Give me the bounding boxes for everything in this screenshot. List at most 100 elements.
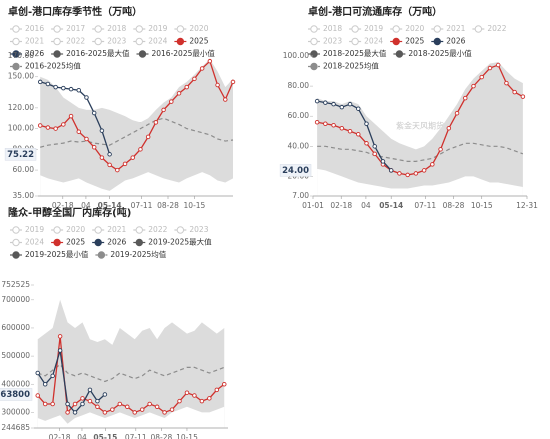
point [454,110,460,116]
legend-marker [53,37,61,46]
point [139,407,145,412]
point [68,113,74,119]
x-tick-label: 10-15 [471,201,493,210]
point [45,81,51,87]
y-tick-label: 120.00 [8,103,34,112]
max-band [317,62,523,196]
point [50,401,55,407]
max-band [37,299,225,428]
legend-label: 2019-2025最小值 [25,249,89,259]
point [87,387,93,393]
point [323,100,328,105]
point [356,132,361,137]
legend-label: 2022 [66,37,85,46]
x-tick-label: 08-28 [443,201,465,210]
point [347,129,353,134]
point [130,155,135,160]
point [99,128,105,133]
legend-marker [351,37,359,46]
legend-label: 2023 [107,37,126,46]
legend-label: 2019 [148,24,167,33]
point [347,101,353,107]
legend-marker [12,226,20,234]
legend-marker [12,25,20,33]
legend-label: 2024 [148,37,167,46]
point [199,398,205,404]
point [161,107,166,113]
current-value-label: 24.00 [282,166,309,176]
legend-marker [176,37,185,46]
x-tick-label: 02-18 [330,201,352,210]
chart-title: 卓创-港口库存季节性（万吨） [8,5,142,18]
y-tick-label: 80.00 [288,81,310,90]
chart-title: 隆众-甲醇全国厂内库存(吨) [8,206,131,219]
point [207,396,212,401]
x-tick-label: 01-01 [302,201,324,210]
watermark: 紫金天风期货 [396,121,444,131]
legend-label: 2026 [107,238,126,247]
legend-marker [176,226,185,234]
mean-line [317,142,524,162]
x-tick-label: 08-28 [150,433,172,439]
x-tick-label: 05-15 [93,433,117,439]
point [53,126,58,131]
legend-label: 2022 [148,225,167,234]
y-tick-label: 60.00 [288,111,310,120]
point [147,401,152,407]
legend-label: 2025 [189,37,208,46]
point [215,82,220,88]
point [413,171,419,176]
point [192,393,197,398]
point [153,120,159,125]
legend-label: 2017 [66,24,85,33]
point [380,159,386,164]
legend-label: 2023 [323,37,342,46]
point [80,401,85,407]
y-tick-label: 170.00 [8,51,34,60]
point [364,121,369,126]
legend-marker [94,238,102,247]
point [192,76,197,82]
x-tick-label: 02-18 [49,433,71,439]
current-value-box [4,148,37,161]
point [154,404,160,410]
legend-label: 2023 [189,225,208,234]
point [35,393,40,398]
point [372,151,377,157]
point [495,62,501,68]
legend-marker [138,50,147,58]
legend-marker [12,50,20,58]
y-tick-label: 35.00 [13,191,35,200]
point [37,79,43,85]
current-value-label: 363800 [0,390,30,400]
point [102,392,108,397]
legend-label: 2024 [25,238,44,247]
legend-label: 2020 [189,24,208,33]
point [107,162,112,168]
legend-marker [135,238,143,247]
legend-label: 2018-2025最大值 [323,48,387,58]
point [169,407,175,412]
x-tick-label: 10-15 [176,433,198,439]
point [479,74,484,80]
legend-label: 2021 [446,24,465,33]
point [463,95,468,101]
point [331,122,336,128]
point [364,141,369,146]
point [471,83,476,89]
legend-marker [433,37,441,46]
x-tick-label: 04 [77,433,87,439]
y-tick-label: 600000 [1,323,30,332]
point [45,125,51,130]
y-tick-label: 7.00 [292,191,309,200]
legend-marker [135,226,143,234]
legend-label: 2018 [323,24,342,33]
point [504,80,509,86]
legend-marker [135,25,143,33]
point [72,401,78,407]
legend-marker [310,62,318,71]
x-tick-label: 02-18 [52,201,74,210]
legend-marker [12,238,20,247]
point [99,155,105,160]
